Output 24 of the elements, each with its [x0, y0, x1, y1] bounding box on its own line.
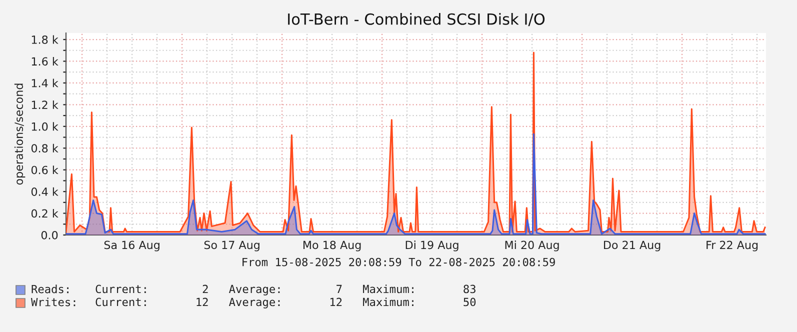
y-axis-title: operations/second	[14, 84, 26, 185]
x-tick-label: Do 21 Aug	[604, 240, 660, 252]
text: Current: 2 Average: 7 Maximum: 83	[96, 284, 476, 296]
x-tick-label: Mi 20 Aug	[505, 240, 559, 252]
x-tick-label: So 17 Aug	[204, 240, 260, 252]
y-tick-label: 0.4 k	[31, 187, 58, 196]
chart-title: IoT-Bern - Combined SCSI Disk I/O	[288, 13, 545, 26]
y-tick-label: 0.6 k	[31, 166, 58, 174]
y-tick-label: 0.8 k	[31, 144, 58, 152]
y-tick-label: 1.2 k	[32, 100, 58, 109]
y-tick-label: 1.8 k	[32, 35, 58, 44]
y-tick-label: 1.6 k	[32, 57, 58, 66]
x-tick-label: Di 19 Aug	[406, 240, 458, 252]
x-tick-label: Mo 18 Aug	[303, 240, 361, 252]
legend-label: Reads:	[32, 284, 68, 294]
x-tick-label: Fr 22 Aug	[706, 240, 758, 252]
text: From 15-08-2025 20:08:59 To 22-08-2025 20:08:59	[242, 258, 555, 266]
y-tick-label: 1.0 k	[32, 122, 58, 131]
x-tick-label: Sa 16 Aug	[104, 240, 160, 252]
y-tick-label: 0.2 k	[31, 209, 58, 218]
legend-label: Writes:	[31, 298, 76, 306]
text: Current: 12 Average: 12 Maximum: 50	[96, 298, 476, 308]
y-tick-label: 1.4 k	[32, 78, 58, 88]
y-tick-label: 0.0	[41, 230, 58, 240]
